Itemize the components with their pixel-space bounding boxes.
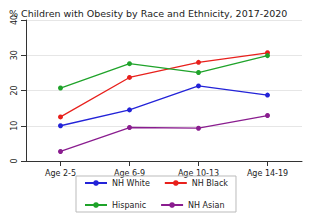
svg-text:Age 10-13: Age 10-13 <box>177 168 220 178</box>
svg-text:Age 2-5: Age 2-5 <box>45 169 76 178</box>
svg-text:NH Asian: NH Asian <box>188 201 224 210</box>
svg-text:% Children with Obesity by Rac: % Children with Obesity by Race and Ethn… <box>9 8 287 19</box>
svg-text:Hispanic: Hispanic <box>112 201 146 210</box>
svg-text:NH White: NH White <box>112 179 150 188</box>
svg-text:0: 0 <box>10 158 19 163</box>
svg-text:30: 30 <box>10 50 19 60</box>
svg-text:10: 10 <box>10 121 19 131</box>
svg-text:NH Black: NH Black <box>192 179 229 188</box>
svg-text:Age 14-19: Age 14-19 <box>247 169 288 178</box>
svg-text:Age 6-9: Age 6-9 <box>114 168 145 178</box>
svg-text:40: 40 <box>9 14 19 26</box>
svg-text:20: 20 <box>10 85 19 95</box>
